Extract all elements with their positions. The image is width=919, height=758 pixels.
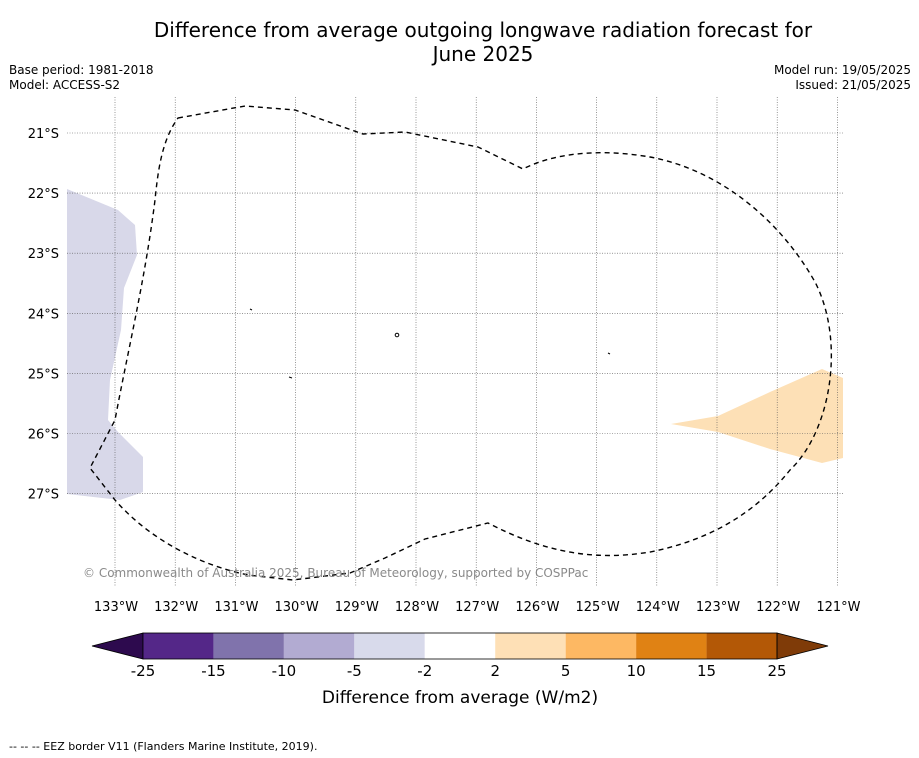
island-marker	[394, 332, 400, 338]
west-negative-anomaly	[67, 189, 143, 500]
colorbar-extend-low	[91, 632, 144, 660]
longitude-label: 129°W	[335, 600, 379, 615]
map-title: Difference from average outgoing longwav…	[0, 18, 919, 66]
copyright-notice: © Commonwealth of Australia 2025, Bureau…	[83, 566, 588, 580]
colorbar-tick: 25	[767, 662, 786, 680]
longitude-label: 126°W	[515, 600, 559, 615]
longitude-labels: 133°W 132°W 131°W 130°W 129°W 128°W 127°W 126°W…	[94, 600, 861, 615]
longitude-label: 122°W	[756, 600, 800, 615]
title-line-2: June 2025	[432, 42, 534, 66]
colorbar-segment	[495, 633, 566, 659]
model-label: Model: ACCESS-S2	[9, 78, 121, 92]
longitude-label: 128°W	[395, 600, 439, 615]
island-markers	[249, 308, 611, 379]
island-marker	[249, 308, 253, 311]
colorbar-segment	[706, 633, 777, 659]
colorbar-tick: -15	[201, 662, 226, 680]
latitude-label: 23°S	[28, 247, 59, 262]
latitude-label: 26°S	[28, 428, 59, 443]
graticule	[67, 97, 843, 587]
colorbar-tick: 5	[561, 662, 571, 680]
colorbar-outline	[142, 632, 778, 660]
colorbar-tick-labels: -25 -15 -10 -5 -2 2 5 10 15 25	[131, 662, 787, 680]
colorbar-segment	[424, 633, 496, 659]
base-period-label: Base period: 1981-2018	[9, 63, 154, 77]
latitude-labels: 21°S 22°S 23°S 24°S 25°S 26°S 27°S	[28, 127, 59, 503]
colorbar-segment	[565, 633, 637, 659]
colorbar-label: Difference from average (W/m2)	[322, 688, 598, 708]
anomaly-layer	[67, 189, 843, 500]
colorbar-tick: 2	[490, 662, 500, 680]
issued-label: Issued: 21/05/2025	[795, 78, 911, 92]
colorbar-segment	[213, 633, 284, 659]
longitude-label: 132°W	[154, 600, 198, 615]
colorbar-tick: 15	[697, 662, 716, 680]
colorbar	[91, 632, 829, 660]
colorbar-segment	[283, 633, 355, 659]
latitude-label: 21°S	[28, 127, 59, 142]
longitude-label: 131°W	[214, 600, 258, 615]
island-marker	[288, 376, 293, 379]
latitude-label: 22°S	[28, 187, 59, 202]
latitude-label: 27°S	[28, 488, 59, 503]
model-run-label: Model run: 19/05/2025	[773, 63, 911, 77]
eez-border-line	[89, 105, 832, 581]
longitude-label: 127°W	[455, 600, 499, 615]
latitude-label: 25°S	[28, 367, 59, 382]
east-positive-anomaly	[671, 369, 843, 463]
colorbar-tick: -2	[417, 662, 432, 680]
island-marker	[607, 352, 611, 355]
longitude-label: 133°W	[94, 600, 138, 615]
title-line-1: Difference from average outgoing longwav…	[153, 18, 813, 42]
colorbar-segment	[636, 633, 707, 659]
longitude-label: 130°W	[275, 600, 319, 615]
eez-footnote: -- -- -- EEZ border V11 (Flanders Marine…	[9, 740, 318, 753]
colorbar-tick: -5	[347, 662, 362, 680]
longitude-label: 124°W	[636, 600, 680, 615]
colorbar-tick: -10	[272, 662, 297, 680]
colorbar-tick: 10	[627, 662, 646, 680]
longitude-label: 123°W	[696, 600, 740, 615]
model-run-info: Model run: 19/05/2025 Issued: 21/05/2025	[774, 63, 911, 93]
longitude-label: 121°W	[816, 600, 860, 615]
longitude-label: 125°W	[576, 600, 620, 615]
colorbar-segment	[143, 633, 214, 659]
colorbar-tick: -25	[131, 662, 156, 680]
colorbar-extend-high	[776, 632, 829, 660]
base-period-info: Base period: 1981-2018 Model: ACCESS-S2	[9, 63, 154, 93]
colorbar-segment	[354, 633, 425, 659]
latitude-label: 24°S	[28, 307, 59, 322]
